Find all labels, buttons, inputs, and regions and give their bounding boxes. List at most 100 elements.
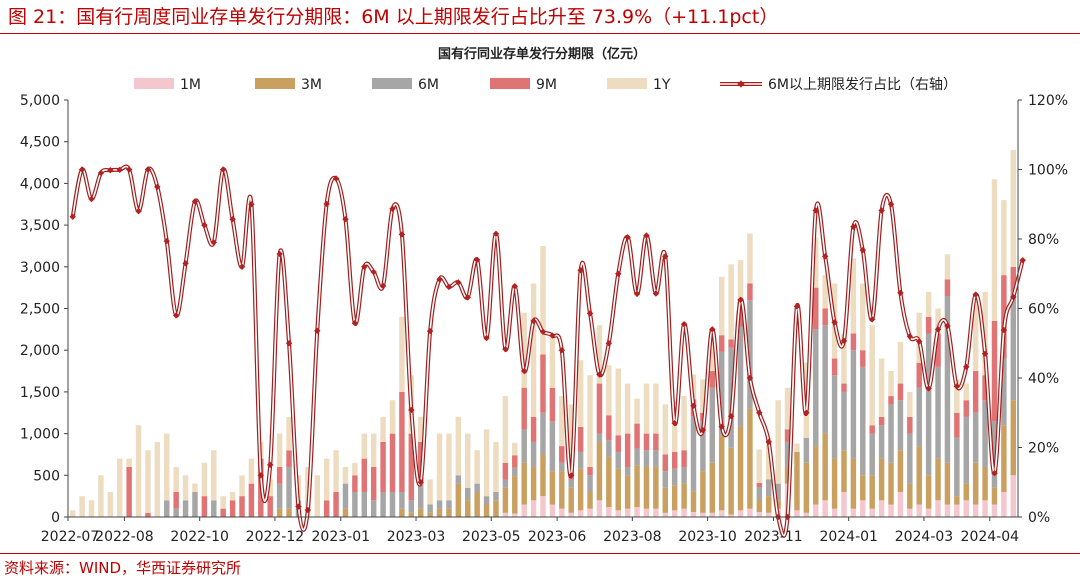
bar-segment-1Y [465, 433, 471, 488]
bar-segment-1Y [737, 260, 744, 302]
bar-segment-3M [869, 475, 875, 509]
bar-segment-6M [549, 421, 556, 472]
bar-segment-3M [634, 465, 640, 507]
bar-segment-9M [333, 491, 339, 517]
ratio-point [172, 312, 180, 319]
y-right-tick-label: 120% [1028, 93, 1068, 109]
bar-segment-9M [935, 333, 941, 367]
ratio-point [304, 506, 312, 514]
ratio-point [577, 267, 584, 274]
bar-segment-9M [530, 416, 537, 442]
bar-segment-6M [1010, 291, 1017, 401]
ratio-point [596, 371, 603, 378]
ratio-point [812, 207, 819, 214]
ratio-point [342, 215, 349, 223]
bar-segment-1Y [794, 443, 800, 452]
bar-segment-3M [286, 508, 292, 517]
bar-segment-1Y [154, 441, 161, 517]
bar-segment-3M [276, 508, 283, 517]
ratio-point [539, 328, 547, 335]
bar-segment-6M [596, 433, 603, 442]
y-left-tick-label: 2,500 [20, 302, 60, 318]
ratio-point [859, 246, 867, 254]
ratio-point [97, 169, 105, 177]
bar-segment-1M [860, 500, 866, 517]
bar-segment-3M [408, 512, 415, 517]
bar-segment-6M [417, 483, 424, 509]
bar-segment-1Y [784, 387, 791, 430]
bar-segment-6M [540, 412, 546, 455]
bar-segment-1M [925, 508, 932, 517]
bar-segment-6M [888, 404, 894, 463]
ratio-point [201, 221, 208, 229]
legend-label: 3M [301, 77, 322, 93]
bar-segment-9M [512, 455, 518, 468]
bar-segment-6M [963, 416, 969, 484]
bar-segment-1Y [671, 401, 678, 452]
bar-segment-9M [596, 383, 603, 434]
bar-segment-3M [831, 458, 838, 509]
bar-segment-6M [756, 486, 763, 500]
bar-segment-1Y [954, 379, 960, 413]
bar-segment-1Y [530, 283, 537, 417]
bar-segment-6M [276, 483, 283, 509]
bar-segment-3M [897, 450, 904, 492]
bar-segment-6M [493, 491, 499, 501]
bar-segment-6M [361, 491, 368, 517]
bar-segment-1Y [201, 462, 208, 497]
x-tick-label: 2023-01 [312, 529, 371, 545]
bar-segment-1Y [512, 442, 518, 456]
x-tick-label: 2023-10 [678, 529, 737, 545]
x-tick-label: 2024-03 [895, 529, 954, 545]
y-right-tick-label: 60% [1028, 302, 1059, 318]
bar-segment-1M [737, 510, 744, 517]
bar-segment-1Y [549, 337, 556, 388]
ratio-point [69, 213, 76, 220]
bar-segment-6M [878, 425, 885, 459]
ratio-point [116, 166, 123, 174]
bar-segment-3M [982, 466, 988, 501]
ratio-point [370, 268, 377, 276]
legend: 1M 3M 6M 9M 1Y 6M以上期限发行占比（右轴） [134, 77, 957, 93]
source-rule [0, 553, 1080, 554]
bar-segment-6M [606, 440, 612, 457]
bar-segment-1Y [681, 396, 687, 451]
bar-segment-3M [1001, 425, 1007, 492]
bar-segment-1M [643, 508, 650, 517]
bar-segment-3M [587, 491, 593, 509]
bar-segment-9M [380, 441, 386, 492]
bar-segment-1Y [79, 496, 85, 517]
ratio-point [125, 166, 133, 173]
bar-segment-6M [173, 508, 179, 517]
bar-segment-1Y [521, 312, 527, 388]
ratio-point [840, 337, 848, 345]
source-note: 资料来源：WIND，华西证券研究所 [4, 559, 242, 577]
legend-line-marker [737, 80, 745, 88]
bar-segment-1Y [267, 479, 273, 497]
bar-segment-9M [822, 308, 828, 326]
bar-segment-9M [634, 423, 640, 449]
bar-segment-6M [831, 375, 838, 459]
ratio-point [445, 283, 453, 291]
bar-segment-1M [530, 500, 537, 517]
bar-segment-6M [681, 466, 687, 484]
bar-segment-1Y [860, 283, 866, 351]
ratio-point [887, 201, 895, 208]
bar-segment-1Y [700, 379, 706, 413]
x-tick-label: 2023-06 [528, 529, 587, 545]
bar-segment-1Y [370, 433, 377, 467]
ratio-point [963, 363, 970, 371]
bar-segment-1Y [182, 475, 189, 501]
bar-segment-1M [963, 500, 969, 517]
ratio-point [981, 350, 989, 357]
bar-segment-3M [577, 468, 584, 511]
ratio-point [436, 276, 443, 283]
bar-segment-1Y [455, 416, 462, 476]
bar-segment-9M [173, 491, 179, 509]
legend-label: 1Y [653, 77, 671, 93]
ratio-point [332, 175, 340, 182]
bar-segment-3M [747, 408, 753, 509]
bar-segment-6M [483, 496, 490, 505]
bar-segment-3M [606, 456, 612, 507]
bar-segment-9M [1010, 266, 1017, 292]
